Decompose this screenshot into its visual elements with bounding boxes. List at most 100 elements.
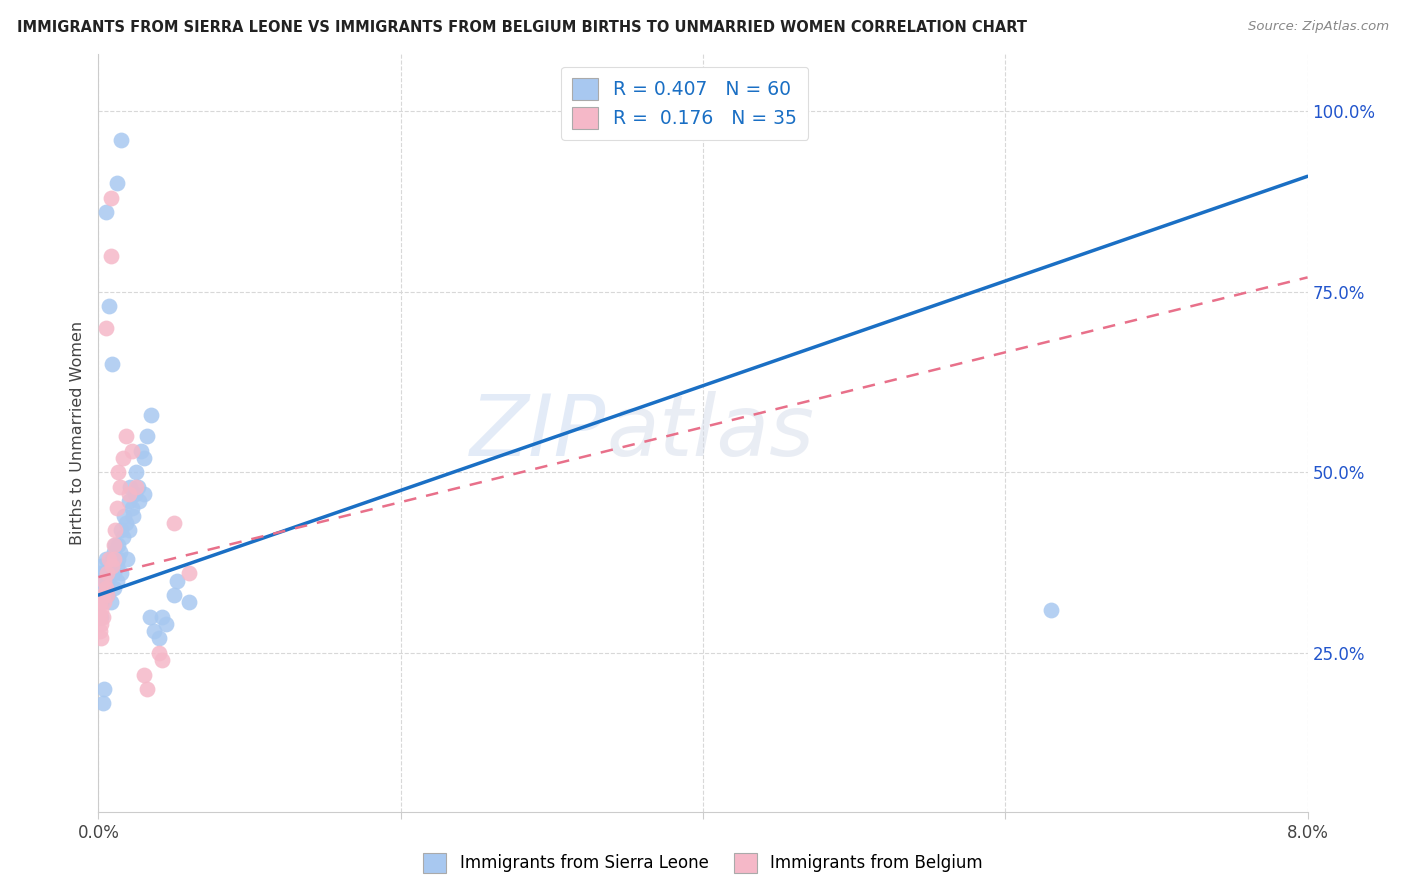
Point xyxy=(89,609,111,624)
Point xyxy=(94,552,117,566)
Point xyxy=(107,466,129,480)
Point xyxy=(1039,602,1062,616)
Point xyxy=(112,508,135,523)
Text: IMMIGRANTS FROM SIERRA LEONE VS IMMIGRANTS FROM BELGIUM BIRTHS TO UNMARRIED WOME: IMMIGRANTS FROM SIERRA LEONE VS IMMIGRAN… xyxy=(17,20,1026,35)
Point xyxy=(94,205,117,219)
Point xyxy=(155,617,177,632)
Point xyxy=(105,559,128,574)
Point xyxy=(132,450,155,465)
Point xyxy=(90,617,112,632)
Point xyxy=(132,487,155,501)
Point xyxy=(105,501,128,516)
Point xyxy=(100,191,122,205)
Point xyxy=(93,574,115,588)
Point xyxy=(122,508,145,523)
Point xyxy=(100,249,122,263)
Point xyxy=(103,545,125,559)
Point xyxy=(89,574,111,588)
Point xyxy=(115,552,138,566)
Point xyxy=(121,443,143,458)
Point xyxy=(135,681,157,696)
Point xyxy=(100,559,122,574)
Point xyxy=(91,697,114,711)
Point xyxy=(121,501,143,516)
Point xyxy=(96,566,118,581)
Point xyxy=(125,480,148,494)
Point xyxy=(90,602,112,616)
Point xyxy=(111,530,134,544)
Point xyxy=(120,480,142,494)
Point xyxy=(124,487,146,501)
Point xyxy=(143,624,166,639)
Point xyxy=(103,552,125,566)
Point xyxy=(129,443,152,458)
Point xyxy=(105,177,128,191)
Point xyxy=(101,552,124,566)
Point xyxy=(91,581,114,595)
Point xyxy=(163,516,186,530)
Point xyxy=(128,494,150,508)
Point xyxy=(103,566,125,581)
Point xyxy=(94,581,117,595)
Y-axis label: Births to Unmarried Women: Births to Unmarried Women xyxy=(69,320,84,545)
Point xyxy=(110,133,132,147)
Point xyxy=(100,595,122,609)
Point xyxy=(148,632,170,646)
Point xyxy=(132,667,155,681)
Point xyxy=(150,609,173,624)
Point xyxy=(104,523,127,537)
Point xyxy=(107,537,129,551)
Point xyxy=(111,450,134,465)
Point xyxy=(110,523,132,537)
Point xyxy=(118,487,141,501)
Point xyxy=(141,408,163,422)
Point xyxy=(103,537,125,551)
Legend: R = 0.407   N = 60, R =  0.176   N = 35: R = 0.407 N = 60, R = 0.176 N = 35 xyxy=(561,67,808,140)
Point xyxy=(98,299,121,313)
Point xyxy=(118,523,141,537)
Point xyxy=(96,588,118,602)
Point xyxy=(89,624,111,639)
Point xyxy=(90,559,112,574)
Text: atlas: atlas xyxy=(606,391,814,475)
Point xyxy=(150,653,173,667)
Text: Source: ZipAtlas.com: Source: ZipAtlas.com xyxy=(1249,20,1389,33)
Point xyxy=(93,566,115,581)
Legend: Immigrants from Sierra Leone, Immigrants from Belgium: Immigrants from Sierra Leone, Immigrants… xyxy=(416,847,990,880)
Point xyxy=(101,559,124,574)
Point xyxy=(139,609,162,624)
Point xyxy=(114,516,136,530)
Point xyxy=(90,595,112,609)
Point xyxy=(93,595,115,609)
Point xyxy=(148,646,170,660)
Point xyxy=(89,588,111,602)
Point xyxy=(107,552,129,566)
Point xyxy=(179,595,201,609)
Point xyxy=(89,595,111,609)
Point xyxy=(110,566,132,581)
Point xyxy=(163,588,186,602)
Point xyxy=(96,574,118,588)
Text: ZIP: ZIP xyxy=(470,391,606,475)
Point xyxy=(91,609,114,624)
Point xyxy=(114,429,136,443)
Point xyxy=(179,566,201,581)
Point xyxy=(91,588,114,602)
Point xyxy=(94,321,117,335)
Point xyxy=(127,480,149,494)
Point xyxy=(89,566,111,581)
Point xyxy=(98,552,121,566)
Point xyxy=(125,466,148,480)
Point xyxy=(98,566,121,581)
Point xyxy=(93,681,115,696)
Point xyxy=(103,581,125,595)
Point xyxy=(135,429,157,443)
Point xyxy=(90,609,112,624)
Point xyxy=(108,480,131,494)
Point xyxy=(104,537,127,551)
Point xyxy=(118,494,141,508)
Point xyxy=(166,574,188,588)
Point xyxy=(108,545,131,559)
Point xyxy=(105,574,128,588)
Point xyxy=(96,588,118,602)
